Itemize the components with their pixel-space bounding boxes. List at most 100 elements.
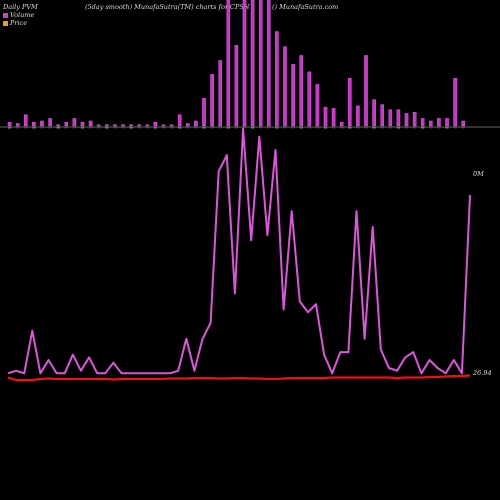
volume-bar-base [340,127,344,129]
volume-bar-base [461,127,465,129]
volume-bar [445,118,449,127]
volume-bar [210,74,214,127]
volume-bar [364,55,368,127]
volume-bar-base [332,127,336,129]
volume-bar-base [275,127,279,129]
volume-bar [234,45,239,127]
volume-bar [453,77,457,127]
volume-bar [185,123,190,127]
volume-bar [113,124,117,127]
chart-header-left: Daily PVM [3,3,38,11]
volume-bar-base [283,127,287,129]
volume-bar [24,114,28,127]
volume-bar-base [323,127,328,129]
volume-bar [250,0,255,127]
volume-bar-base [97,127,101,129]
volume-bar [72,118,77,127]
volume-bar [48,118,52,127]
volume-bar-base [24,127,28,129]
volume-bar [404,113,409,127]
volume-bar-base [64,127,68,129]
volume-bar-base [404,127,409,129]
volume-bar-base [40,127,44,129]
volume-bar-base [161,127,166,129]
volume-bar-base [8,127,12,129]
volume-bar-base [178,127,182,129]
volume-bar-base [372,127,376,129]
volume-bar [437,118,441,127]
volume-bar-base [445,127,449,129]
volume-bar [129,124,133,127]
price-label-top: 0M [473,170,484,178]
legend-price-label: Price [10,19,28,27]
chart-header-site: () MunafaSutra.com [272,3,339,11]
volume-bar [291,64,295,127]
volume-bar [331,108,336,127]
volume-bar-base [307,127,311,129]
volume-bar [88,120,93,127]
volume-bar-base [348,127,352,129]
volume-bar-base [388,127,392,129]
volume-bar-base [89,127,93,129]
volume-bar-base [299,127,303,129]
volume-bar-base [210,127,214,129]
volume-bar-base [429,127,433,129]
volume-bar [461,120,466,127]
volume-bar-base [72,127,76,129]
volume-bar [315,84,320,127]
volume-bar [412,111,417,127]
volume-bar [40,120,44,127]
volume-bar [202,98,206,127]
volume-bar [339,122,344,127]
volume-bar [145,124,150,127]
volume-bar [32,122,36,127]
volume-bar-base [396,127,400,129]
volume-bar-base [356,127,360,129]
volume-bar [388,109,393,127]
volume-bar [169,124,174,127]
volume-bar-base [113,127,117,129]
volume-bar [258,0,263,127]
volume-bar-base [48,127,52,129]
volume-bar [267,0,271,127]
price-line [7,374,471,382]
volume-bar-base [145,127,149,129]
volume-bar-base [80,127,85,129]
volume-bar [242,0,247,127]
volume-bar [56,124,60,127]
volume-line [7,127,471,375]
volume-bar [218,60,223,127]
volume-bar [80,122,85,127]
volume-bar [96,124,101,127]
volume-bar-base [421,127,425,129]
volume-bar [323,106,328,127]
legend-price: Price [3,19,27,27]
volume-bar [429,120,433,127]
volume-bar-base [170,127,174,129]
volume-bar-base [105,127,109,129]
volume-bar [307,71,312,127]
volume-bars [7,0,466,129]
legend-price-swatch [3,20,8,26]
volume-bar [64,122,69,127]
volume-bar-base [194,127,198,129]
legend-volume-swatch [3,12,8,18]
volume-bar [7,122,12,127]
volume-bar [420,118,425,127]
volume-bar [153,122,158,127]
volume-bar [194,120,198,127]
volume-bar-base [56,127,60,129]
volume-bar-base [121,127,125,129]
volume-bar-base [291,127,295,129]
volume-bar-base [413,127,417,129]
volume-bar [396,109,401,127]
volume-bar [161,124,166,127]
price-label-bottom: 26.94 [472,369,492,377]
volume-bar [121,124,125,127]
volume-bar-base [267,127,271,129]
chart-header-title: (5day smooth) MunafaSutra(TM) charts for… [85,3,250,11]
volume-bar-base [259,127,263,129]
volume-bar [380,104,385,127]
volume-bar-base [218,127,222,129]
